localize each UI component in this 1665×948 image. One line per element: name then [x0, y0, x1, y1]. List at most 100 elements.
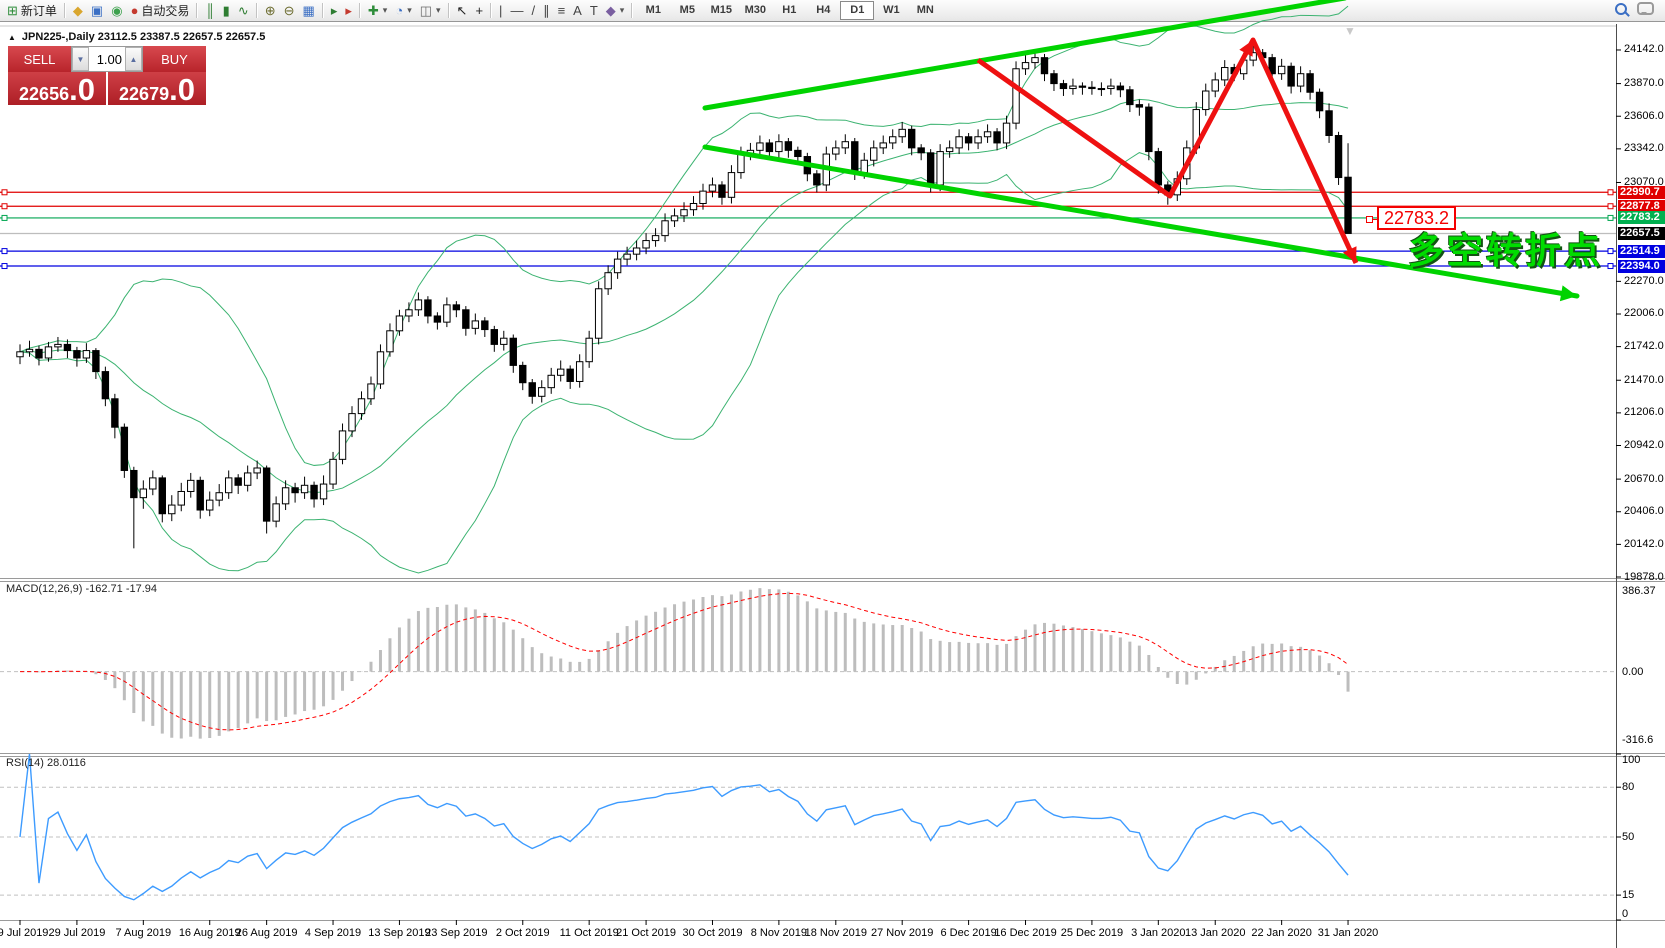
community-chat-button[interactable]	[1637, 1, 1654, 20]
macd-indicator-label: MACD(12,26,9) -162.71 -17.94	[6, 583, 158, 595]
cursor-button[interactable]: ↖	[453, 2, 472, 20]
timeframe-d1-button[interactable]: D1	[840, 1, 875, 20]
symbol-ohlc-text: JPN225-,Daily 23112.5 23387.5 22657.5 22…	[21, 31, 266, 43]
horizontal-line-button[interactable]: —	[506, 2, 527, 20]
symbol-info-bar: ▲ JPN225-,Daily 23112.5 23387.5 22657.5 …	[8, 31, 265, 43]
toolbar-separator	[631, 3, 634, 18]
periods-button-dropdown-icon[interactable]: ▾	[407, 5, 412, 15]
auto-scroll-button[interactable]: ▸	[327, 2, 342, 20]
zoom-in-button[interactable]: ⊕	[261, 2, 280, 20]
volume-input[interactable]	[89, 47, 125, 71]
price-axis-label: 23342.0	[1624, 142, 1664, 155]
price-level-badge: 22514.9	[1618, 244, 1665, 258]
bar-chart-button[interactable]: ║	[201, 2, 218, 20]
new-order-button-label: 新订单	[20, 4, 57, 18]
sell-price[interactable]: 22656 .0	[8, 72, 106, 105]
macd-axis-label: 0.00	[1622, 665, 1644, 678]
buy-price-frac: .0	[169, 72, 195, 108]
autotrading-button[interactable]: ● 自动交易	[127, 2, 194, 20]
equidistant-channel-icon: ∥	[543, 3, 550, 18]
toolbar-separator	[255, 3, 258, 18]
sell-button[interactable]: SELL	[8, 46, 71, 72]
candlestick-chart-button[interactable]: ▮	[219, 2, 234, 20]
price-axis-label: 20670.0	[1624, 472, 1664, 485]
buy-button[interactable]: BUY	[143, 46, 206, 72]
vertical-line-button[interactable]: |	[495, 2, 506, 20]
new-order-button[interactable]: ⊞ 新订单	[3, 2, 61, 20]
date-axis-label: 21 Oct 2019	[616, 927, 677, 939]
date-axis-label: 16 Aug 2019	[178, 927, 241, 939]
date-axis-label: 31 Jan 2020	[1317, 927, 1379, 939]
fibonacci-button[interactable]: ≡	[554, 2, 570, 20]
text-button[interactable]: A	[569, 2, 586, 20]
indicators-button[interactable]: ✚ ▾	[364, 2, 391, 20]
price-axis-label: 21206.0	[1624, 406, 1664, 419]
toolbar-separator	[63, 3, 66, 18]
chart-shift-icon: ▸	[345, 3, 352, 18]
date-axis-label: 16 Dec 2019	[994, 927, 1057, 939]
arrows-button-dropdown-icon[interactable]: ▾	[619, 5, 625, 15]
turning-point-annotation[interactable]: 多空转折点	[1408, 230, 1604, 271]
template-button-dropdown-icon[interactable]: ▾	[436, 5, 441, 15]
timeframe-m15-button[interactable]: M15	[710, 4, 733, 16]
toolbar-separator	[447, 3, 450, 18]
navigator-button[interactable]: ▣	[87, 2, 107, 20]
price-axis-label: 20406.0	[1624, 505, 1664, 518]
toolbar-separator	[490, 3, 493, 18]
zoom-out-icon: ⊖	[283, 3, 295, 18]
equidistant-channel-button[interactable]: ∥	[539, 2, 554, 20]
volume-decrease-button[interactable]: ▼	[72, 47, 89, 71]
timeframe-m5-button[interactable]: M5	[679, 4, 695, 16]
arrows-button[interactable]: ◆ ▾	[602, 2, 629, 20]
collapse-icon[interactable]: ▲	[8, 32, 16, 42]
zoom-out-button[interactable]: ⊖	[280, 2, 299, 20]
tile-windows-button[interactable]: ▦	[299, 2, 319, 20]
date-axis-label: 29 Jul 2019	[48, 927, 106, 939]
signals-button[interactable]: ◉	[107, 2, 126, 20]
text-label-button[interactable]: T	[586, 2, 602, 20]
bar-chart-icon: ║	[205, 3, 215, 18]
macd-axis-label: 386.37	[1622, 585, 1656, 597]
chart-shift-marker-icon[interactable]: ▼	[1344, 24, 1356, 38]
macd-axis-label: -316.6	[1622, 734, 1654, 746]
sell-price-base: 22656	[19, 84, 70, 104]
line-chart-button[interactable]: ∿	[234, 2, 253, 20]
price-level-badge: 22990.7	[1618, 185, 1665, 199]
template-icon: ◫	[419, 3, 433, 18]
autotrading-button-label: 自动交易	[141, 4, 190, 18]
timeframe-m30-button[interactable]: M30	[744, 4, 767, 16]
date-axis-label: 18 Nov 2019	[804, 927, 867, 939]
search-button[interactable]	[1615, 2, 1627, 20]
rsi-indicator-label: RSI(14) 28.0116	[6, 757, 86, 769]
toolbar-separator	[321, 3, 324, 18]
tile-windows-icon: ▦	[302, 3, 315, 18]
market-watch-button[interactable]: ◆	[69, 2, 87, 20]
indicators-icon: ✚	[367, 3, 379, 18]
timeframe-h1-button[interactable]: H1	[782, 4, 797, 16]
zoom-in-icon: ⊕	[264, 3, 276, 18]
date-axis-label: 8 Nov 2019	[750, 927, 807, 939]
timeframe-mn-button[interactable]: MN	[916, 4, 934, 16]
date-axis-label: 23 Sep 2019	[425, 927, 488, 939]
date-axis-label: 19 Jul 2019	[0, 927, 49, 939]
timeframe-w1-button[interactable]: W1	[883, 4, 900, 16]
template-button[interactable]: ◫ ▾	[416, 2, 445, 20]
crosshair-button[interactable]: +	[471, 2, 487, 20]
trendline-button[interactable]: /	[527, 2, 539, 20]
date-axis-label: 30 Oct 2019	[682, 927, 743, 939]
periods-button[interactable]: ◔ ▾	[391, 2, 415, 20]
search-icon	[1615, 2, 1627, 15]
price-level-badge: 22657.5	[1618, 226, 1665, 240]
auto-scroll-icon: ▸	[330, 3, 338, 18]
timeframe-h4-button[interactable]: H4	[816, 4, 831, 16]
chart-shift-button[interactable]: ▸	[341, 2, 356, 20]
buy-price[interactable]: 22679 .0	[108, 72, 206, 105]
date-axis-label: 11 Oct 2019	[559, 927, 619, 939]
indicators-button-dropdown-icon[interactable]: ▾	[382, 5, 388, 15]
vertical-line-icon: |	[499, 3, 503, 18]
volume-increase-button[interactable]: ▲	[125, 47, 142, 71]
timeframe-m1-button[interactable]: M1	[645, 4, 661, 16]
date-axis-label: 25 Dec 2019	[1060, 927, 1124, 939]
